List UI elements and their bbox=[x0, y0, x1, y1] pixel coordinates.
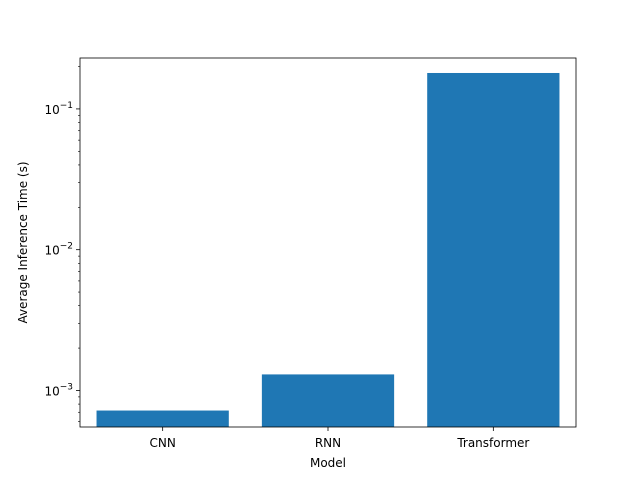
y-tick-label: 10−1 bbox=[44, 101, 73, 117]
x-axis-label: Model bbox=[310, 456, 346, 470]
bar-transformer bbox=[427, 72, 560, 428]
x-tick-label: RNN bbox=[315, 436, 341, 450]
axes-frame bbox=[79, 57, 577, 428]
bars-group bbox=[96, 72, 560, 428]
y-axis-label: Average Inference Time (s) bbox=[16, 161, 30, 323]
y-tick-label: 10−2 bbox=[44, 242, 73, 258]
bar-rnn bbox=[261, 374, 395, 427]
bar-cnn bbox=[96, 410, 229, 427]
y-tick-label: 10−3 bbox=[44, 382, 73, 398]
x-tick-label: CNN bbox=[149, 436, 175, 450]
y-axis-ticks: 10−3 10−2 10−1 bbox=[44, 66, 80, 422]
x-tick-label: Transformer bbox=[456, 436, 529, 450]
x-axis-ticks: CNN RNN Transformer bbox=[149, 427, 529, 450]
